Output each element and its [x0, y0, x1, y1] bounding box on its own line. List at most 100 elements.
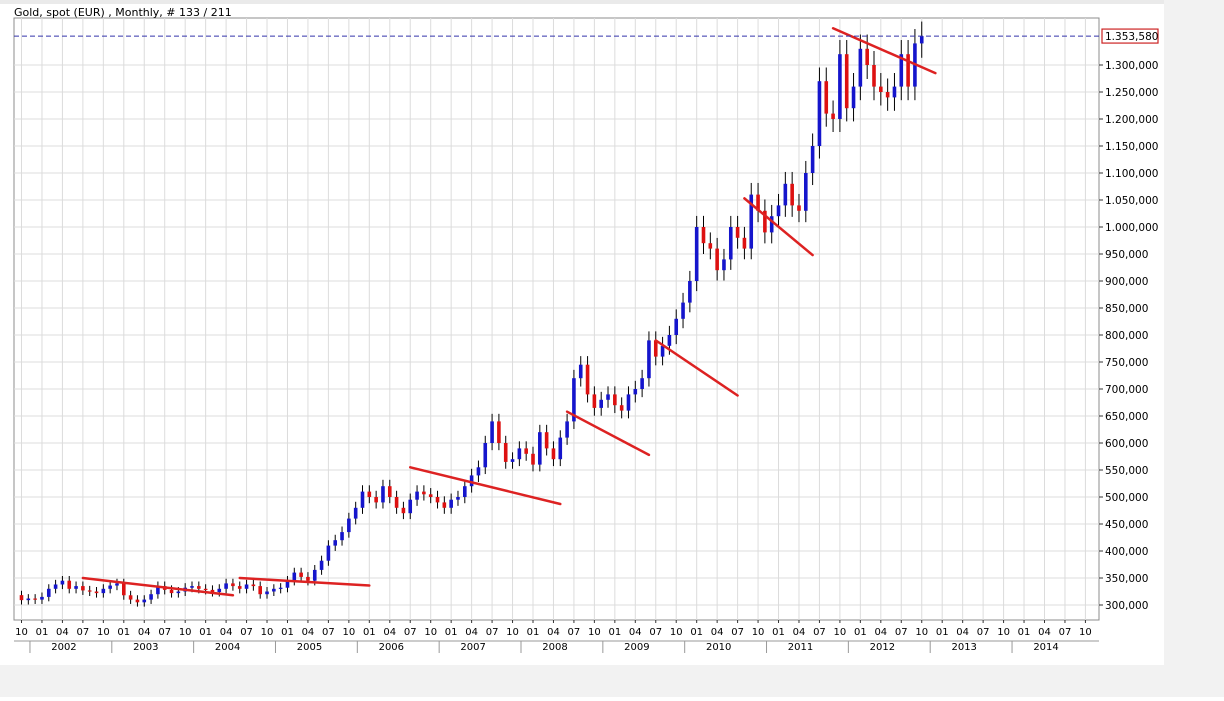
candle-body: [231, 583, 235, 587]
x-year-label: 2004: [215, 642, 240, 653]
candle-body: [899, 54, 904, 87]
x-month-label: 10: [342, 627, 355, 638]
y-tick-label: 1.050,000: [1105, 195, 1158, 207]
candle: [367, 485, 372, 504]
candle: [115, 578, 119, 591]
candle: [490, 413, 494, 451]
x-month-label: 07: [568, 627, 581, 638]
x-month-label: 07: [1059, 627, 1072, 638]
candle-body: [797, 205, 801, 211]
x-month-label: 07: [486, 627, 499, 638]
candle: [599, 391, 603, 416]
candle-body: [299, 572, 303, 577]
chart-title: Gold, spot (EUR) , Monthly, # 133 / 211: [14, 6, 232, 19]
candle-body: [251, 584, 256, 587]
candle: [435, 490, 440, 509]
x-year-label: 2002: [51, 642, 76, 653]
candle: [360, 485, 365, 514]
candle: [503, 435, 508, 469]
candle: [265, 586, 269, 599]
candle-body: [53, 584, 58, 589]
candle-body: [585, 364, 590, 395]
candle: [626, 386, 631, 419]
toolbar-strip: [0, 0, 1224, 4]
candle-body: [428, 494, 433, 497]
x-month-label: 01: [1018, 627, 1031, 638]
candle: [906, 40, 910, 101]
candle-body: [838, 54, 842, 120]
candle: [19, 590, 24, 605]
candle-body: [906, 54, 910, 87]
candle-body: [640, 378, 644, 389]
candle-body: [660, 345, 665, 357]
candle-body: [87, 590, 92, 592]
x-month-label: 10: [588, 627, 601, 638]
candle: [272, 584, 276, 597]
candle-body: [122, 583, 126, 596]
candle-body: [851, 86, 856, 109]
candle-body: [783, 183, 788, 206]
candle-body: [435, 497, 440, 503]
candle-body: [708, 243, 713, 249]
x-month-label: 10: [1079, 627, 1092, 638]
candle: [26, 594, 31, 605]
x-year-label: 2012: [870, 642, 895, 653]
candle: [46, 584, 51, 602]
x-month-label: 07: [977, 627, 990, 638]
candle: [244, 579, 249, 594]
last-price-label: 1.353,580: [1105, 31, 1158, 43]
candle-body: [108, 585, 112, 589]
candle: [456, 490, 460, 506]
candle-body: [401, 507, 406, 514]
candle: [497, 413, 501, 451]
candle-body: [326, 545, 331, 561]
candle-body: [224, 583, 228, 589]
candle-body: [633, 389, 638, 395]
candle-body: [804, 173, 808, 211]
candle-body: [715, 248, 719, 271]
y-tick-label: 950,000: [1105, 249, 1148, 261]
x-year-label: 2003: [133, 642, 158, 653]
candle: [858, 34, 863, 101]
candle: [538, 424, 542, 472]
candle: [326, 540, 331, 566]
x-month-label: 04: [465, 627, 478, 638]
y-tick-label: 1.000,000: [1105, 222, 1158, 234]
candle-body: [763, 210, 767, 233]
candle-body: [735, 227, 740, 238]
x-month-label: 07: [895, 627, 908, 638]
candle: [353, 501, 358, 525]
candle-body: [312, 569, 317, 581]
x-month-label: 01: [36, 627, 49, 638]
candle-body: [115, 583, 119, 586]
candle: [278, 583, 283, 594]
x-month-label: 04: [711, 627, 724, 638]
candle: [824, 67, 829, 127]
candle-body: [578, 364, 583, 379]
candle: [572, 369, 576, 429]
candle: [790, 171, 794, 217]
candle: [647, 331, 651, 387]
trendline: [81, 576, 235, 597]
y-tick-label: 450,000: [1105, 519, 1148, 531]
candle: [606, 386, 610, 408]
candle-body: [469, 475, 474, 487]
x-year-label: 2014: [1033, 642, 1058, 653]
x-month-label: 07: [158, 627, 171, 638]
x-year-label: 2013: [951, 642, 976, 653]
candle-body: [647, 340, 651, 379]
candle: [422, 485, 426, 501]
candle: [449, 493, 453, 514]
candle-body: [817, 81, 822, 146]
x-month-label: 01: [445, 627, 458, 638]
candle-body: [756, 194, 760, 211]
candle: [156, 581, 160, 599]
x-year-label: 2005: [297, 642, 322, 653]
candle: [40, 592, 44, 604]
candle: [804, 160, 808, 223]
candle-body: [599, 399, 603, 408]
candle-body: [40, 596, 44, 600]
candle-body: [572, 378, 576, 422]
